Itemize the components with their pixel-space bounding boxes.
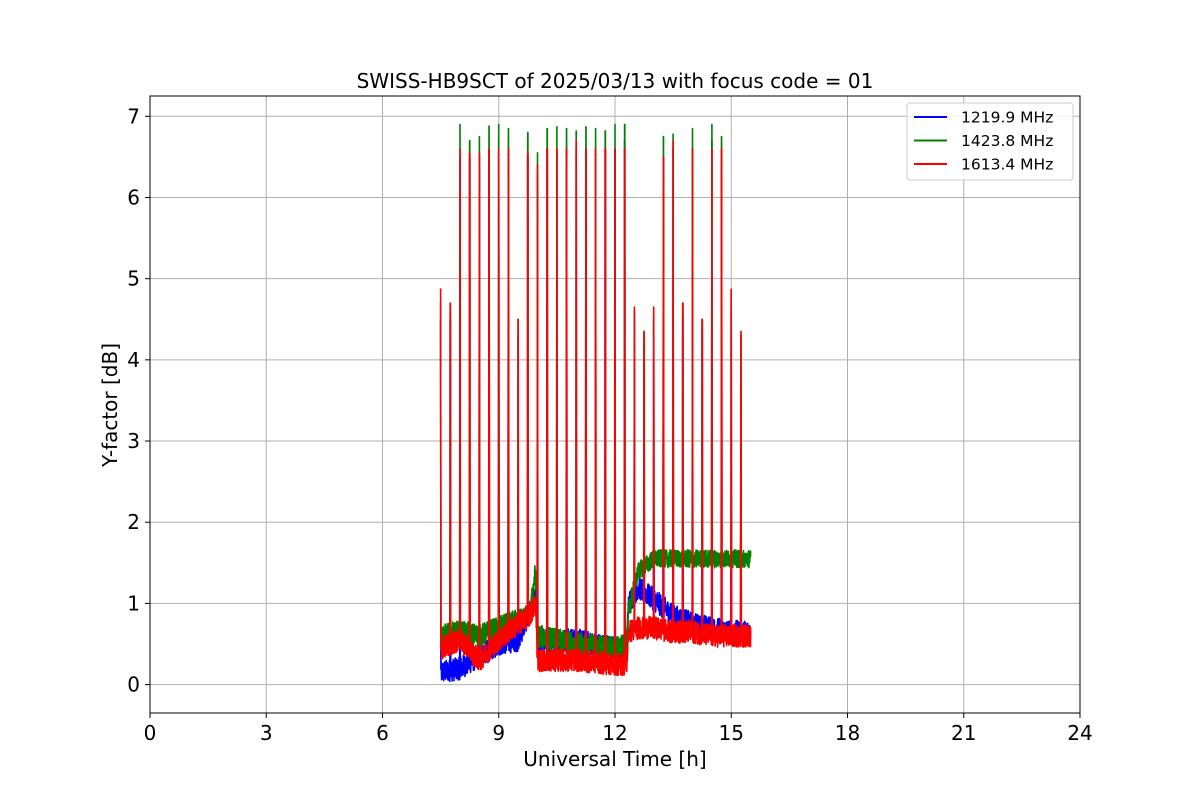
y-tick-label: 2 (127, 510, 140, 534)
y-axis-title: Y-factor [dB] (98, 343, 122, 468)
y-tick-label: 3 (127, 429, 140, 453)
y-tick-label: 0 (127, 673, 140, 697)
y-tick-label: 5 (127, 267, 140, 291)
x-tick-label: 21 (951, 721, 976, 745)
y-tick-label: 1 (127, 591, 140, 615)
x-tick-label: 9 (492, 721, 505, 745)
y-tick-label: 7 (127, 104, 140, 128)
legend-box (906, 102, 1074, 181)
chart-title: SWISS-HB9SCT of 2025/03/13 with focus co… (357, 69, 874, 93)
x-tick-label: 15 (719, 721, 744, 745)
plot-data (439, 123, 752, 683)
x-tick-label: 3 (260, 721, 273, 745)
x-tick-label: 0 (144, 721, 157, 745)
x-tick-label: 6 (376, 721, 389, 745)
y-tick-label: 4 (127, 348, 140, 372)
legend: 1219.9 MHz 1423.8 MHz 1613.4 MHz (906, 102, 1074, 181)
x-tick-label: 18 (835, 721, 860, 745)
legend-label: 1219.9 MHz (961, 109, 1053, 127)
x-axis-title: Universal Time [h] (523, 747, 706, 771)
series-line (439, 139, 752, 677)
series-line (439, 123, 752, 660)
legend-label: 1613.4 MHz (961, 156, 1053, 174)
y-tick-label: 6 (127, 185, 140, 209)
y-axis: 0 1 2 3 4 5 6 7 (127, 104, 150, 697)
x-tick-label: 24 (1067, 721, 1092, 745)
x-axis: 0 3 6 9 12 15 18 21 24 (144, 713, 1093, 745)
legend-label: 1423.8 MHz (961, 132, 1053, 150)
x-tick-label: 12 (602, 721, 627, 745)
